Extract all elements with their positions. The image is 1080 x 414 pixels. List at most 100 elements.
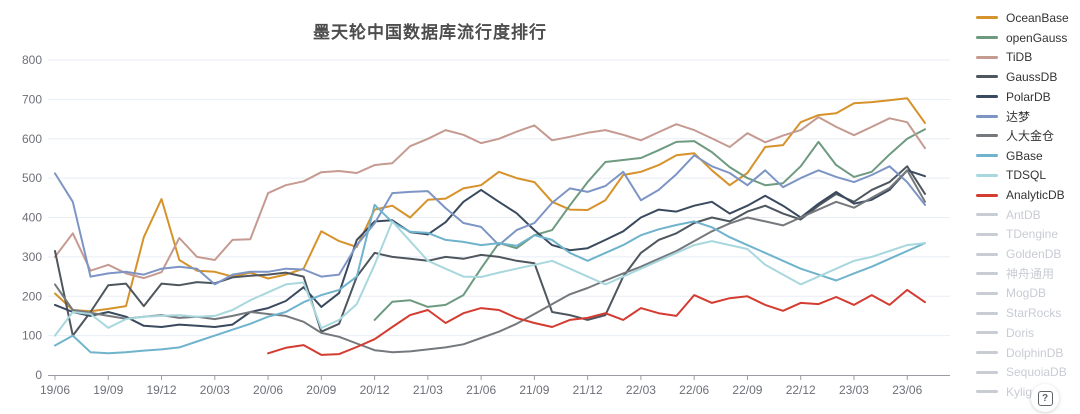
x-axis-label: 19/09 xyxy=(93,383,123,397)
legend-dash-icon xyxy=(976,291,998,295)
legend-item-神舟通用[interactable]: 神舟通用 xyxy=(976,264,1080,284)
legend-item-GaussDB[interactable]: GaussDB xyxy=(976,67,1080,87)
legend-label: TDengine xyxy=(1006,227,1059,242)
x-axis-label: 21/03 xyxy=(413,383,443,397)
y-axis-label: 400 xyxy=(22,211,42,225)
legend-dash-icon xyxy=(976,213,998,217)
legend-dash-icon xyxy=(976,252,998,256)
question-mark-icon: ? xyxy=(1037,390,1053,406)
x-axis-label: 23/03 xyxy=(839,383,869,397)
legend-item-AnalyticDB[interactable]: AnalyticDB xyxy=(976,185,1080,205)
legend-dash-icon xyxy=(976,114,998,118)
legend-dash-icon xyxy=(976,75,998,79)
legend-label: OceanBase xyxy=(1006,10,1069,25)
legend-label: AnalyticDB xyxy=(1006,188,1065,203)
legend-item-openGauss[interactable]: openGauss xyxy=(976,28,1080,48)
legend-dash-icon xyxy=(976,311,998,315)
legend-item-GoldenDB[interactable]: GoldenDB xyxy=(976,244,1080,264)
legend-dash-icon xyxy=(976,232,998,236)
chart-title: 墨天轮中国数据库流行度排行 xyxy=(313,23,547,42)
legend-label: 达梦 xyxy=(1006,109,1031,124)
series-line-AnalyticDB[interactable] xyxy=(267,288,926,356)
legend-item-MogDB[interactable]: MogDB xyxy=(976,284,1080,304)
legend-label: 神舟通用 xyxy=(1006,267,1055,282)
help-button[interactable]: ? xyxy=(1031,384,1059,412)
legend-label: openGauss xyxy=(1006,30,1068,45)
y-axis-label: 600 xyxy=(22,132,42,146)
legend-dash-icon xyxy=(976,95,998,99)
legend-label: DolphinDB xyxy=(1006,345,1064,360)
x-axis-label: 21/12 xyxy=(573,383,603,397)
x-axis-label: 20/12 xyxy=(360,383,390,397)
x-axis-label: 22/09 xyxy=(732,383,762,397)
legend-dash-icon xyxy=(976,173,998,177)
legend-dash-icon xyxy=(976,16,998,20)
legend-item-PolarDB[interactable]: PolarDB xyxy=(976,87,1080,107)
series-line-TDSQL[interactable] xyxy=(54,220,926,337)
series-line-PolarDB[interactable] xyxy=(54,169,926,328)
legend-dash-icon xyxy=(976,154,998,158)
legend-item-GBase[interactable]: GBase xyxy=(976,146,1080,166)
x-axis-label: 21/06 xyxy=(466,383,496,397)
y-axis-label: 500 xyxy=(22,171,42,185)
series-line-openGauss[interactable] xyxy=(373,128,926,321)
legend-item-TiDB[interactable]: TiDB xyxy=(976,47,1080,67)
legend-label: 人大金仓 xyxy=(1006,129,1055,144)
legend-item-Doris[interactable]: Doris xyxy=(976,323,1080,343)
legend-dash-icon xyxy=(976,351,998,355)
legend-item-OceanBase[interactable]: OceanBase xyxy=(976,8,1080,28)
series-line-达梦[interactable] xyxy=(54,154,926,286)
series-line-GBase[interactable] xyxy=(54,203,926,355)
legend-item-AntDB[interactable]: AntDB xyxy=(976,205,1080,225)
legend-dash-icon xyxy=(976,390,998,394)
y-axis-label: 100 xyxy=(22,329,42,343)
legend-item-DolphinDB[interactable]: DolphinDB xyxy=(976,343,1080,363)
legend-item-达梦[interactable]: 达梦 xyxy=(976,106,1080,126)
legend-label: GBase xyxy=(1006,148,1043,163)
y-axis-label: 200 xyxy=(22,289,42,303)
y-axis-label: 300 xyxy=(22,250,42,264)
popularity-trend-chart[interactable]: 0 100 200 300 400 500 600 700 800 19/06 19/09 19/12… xyxy=(0,0,960,414)
series-line-TiDB[interactable] xyxy=(54,116,926,280)
x-axis-label: 23/06 xyxy=(892,383,922,397)
y-axis-label: 700 xyxy=(22,92,42,106)
x-axis-label: 21/09 xyxy=(519,383,549,397)
x-axis-label: 22/03 xyxy=(626,383,656,397)
legend-label: AntDB xyxy=(1006,207,1041,222)
legend-dash-icon xyxy=(976,370,998,374)
y-axis-label: 0 xyxy=(35,368,42,382)
legend-dash-icon xyxy=(976,331,998,335)
legend-item-StarRocks[interactable]: StarRocks xyxy=(976,303,1080,323)
x-axis-label: 20/03 xyxy=(200,383,230,397)
legend-label: Doris xyxy=(1006,325,1035,340)
legend-dash-icon xyxy=(976,272,998,276)
legend-label: TiDB xyxy=(1006,50,1033,65)
series-line-GaussDB[interactable] xyxy=(54,165,926,337)
legend-label: GoldenDB xyxy=(1006,247,1062,262)
x-axis-label: 19/06 xyxy=(40,383,70,397)
x-axis-label: 22/06 xyxy=(679,383,709,397)
legend-item-SequoiaDB[interactable]: SequoiaDB xyxy=(976,362,1080,382)
legend-item-Kyligence[interactable]: Kyligence xyxy=(976,382,1080,402)
x-axis-label: 20/09 xyxy=(306,383,336,397)
legend-dash-icon xyxy=(976,193,998,197)
legend-label: MogDB xyxy=(1006,286,1047,301)
legend-dash-icon xyxy=(976,36,998,40)
legend-item-人大金仓[interactable]: 人大金仓 xyxy=(976,126,1080,146)
legend-item-TDengine[interactable]: TDengine xyxy=(976,225,1080,245)
x-axis-label: 19/12 xyxy=(147,383,177,397)
legend-label: GaussDB xyxy=(1006,69,1058,84)
legend-label: StarRocks xyxy=(1006,306,1062,321)
legend-item-TDSQL[interactable]: TDSQL xyxy=(976,166,1080,186)
legend-dash-icon xyxy=(976,55,998,59)
legend-label: PolarDB xyxy=(1006,89,1051,104)
x-axis-label: 20/06 xyxy=(253,383,283,397)
legend-dash-icon xyxy=(976,134,998,138)
series-line-OceanBase[interactable] xyxy=(54,97,926,313)
y-axis-label: 800 xyxy=(22,53,42,67)
x-axis-label: 22/12 xyxy=(786,383,816,397)
legend-label: SequoiaDB xyxy=(1006,365,1067,380)
chart-legend: OceanBase openGauss TiDB GaussDB PolarDB 达梦人大… xyxy=(976,8,1080,402)
legend-label: TDSQL xyxy=(1006,168,1047,183)
